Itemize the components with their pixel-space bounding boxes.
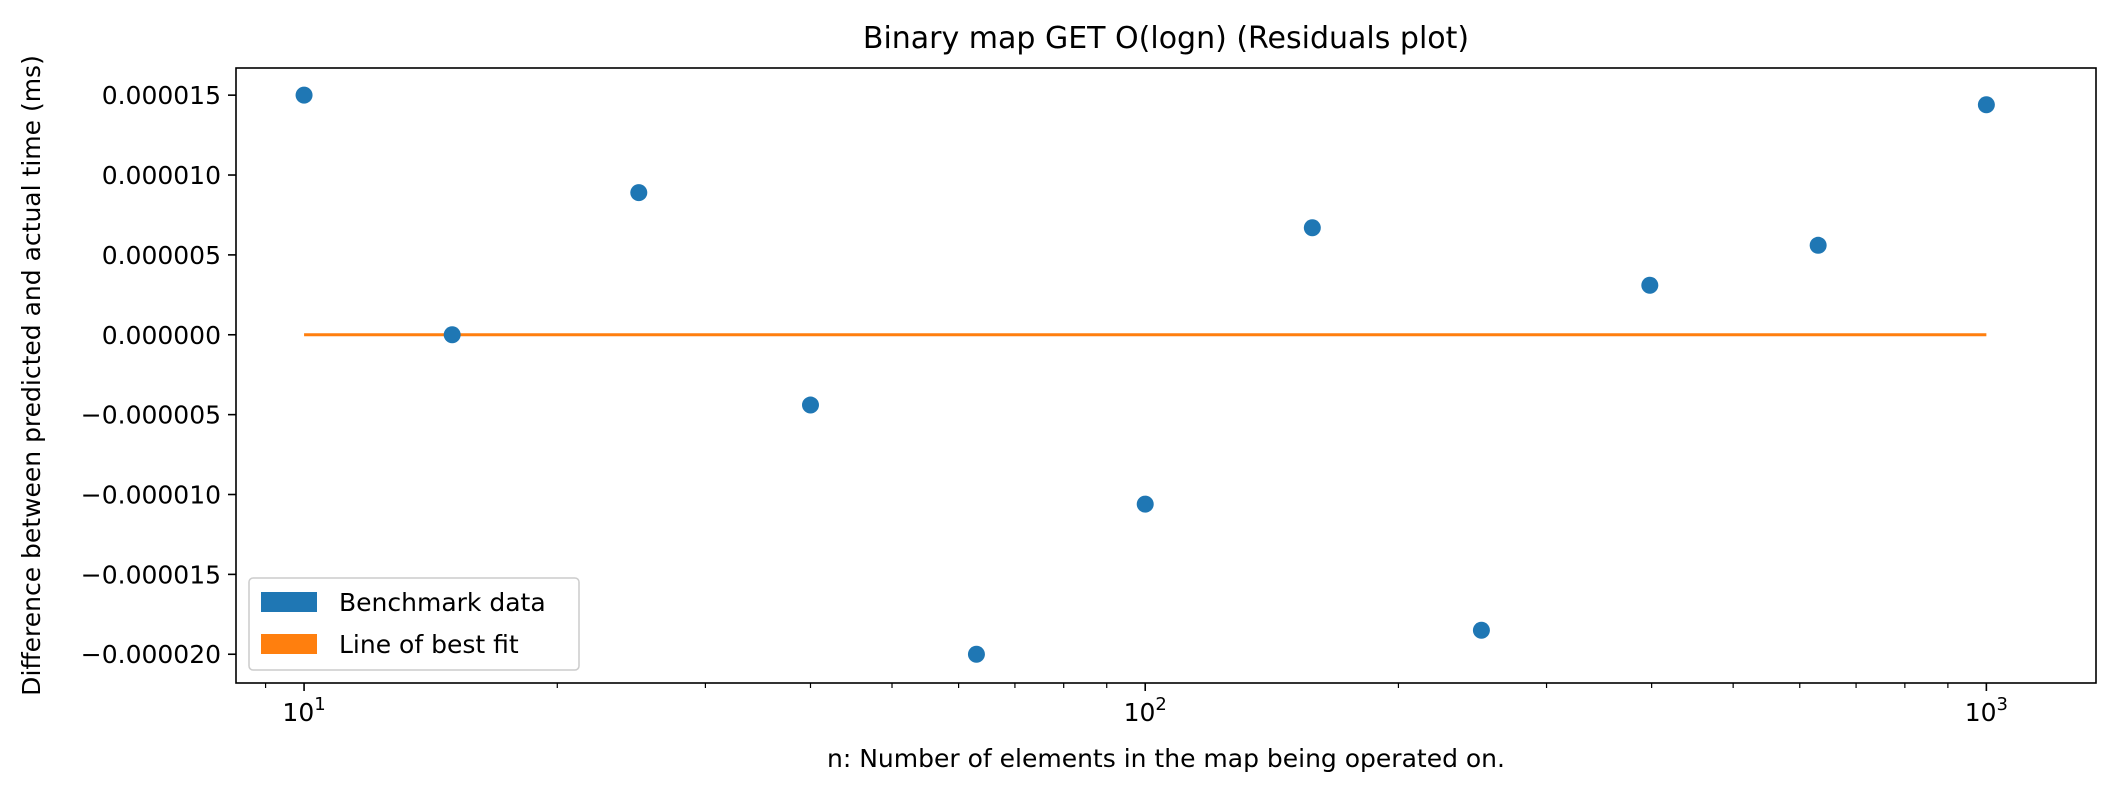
x-axis: 101 102 103 (264, 683, 2008, 727)
legend-swatch-fit (261, 634, 317, 654)
data-point (1136, 495, 1154, 513)
y-tick-label: −0.000005 (81, 401, 221, 430)
data-point (1303, 219, 1321, 237)
y-tick-label: −0.000010 (81, 481, 221, 510)
legend: Benchmark data Line of best fit (248, 577, 580, 671)
plot-area (295, 86, 1995, 663)
data-point (967, 645, 985, 663)
y-axis-label: Difference between predicted and actual … (17, 55, 46, 696)
data-point (630, 184, 648, 202)
data-point (1977, 96, 1995, 114)
x-tick-label: 102 (1124, 694, 1167, 727)
y-tick-label: 0.000005 (102, 241, 221, 270)
legend-swatch-benchmark (261, 592, 317, 612)
data-point (801, 396, 819, 414)
y-tick-label: 0.000000 (102, 321, 221, 350)
y-tick-label: 0.000015 (102, 81, 221, 110)
data-point (1472, 621, 1490, 639)
y-tick-label: −0.000015 (81, 560, 221, 589)
chart-title: Binary map GET O(logn) (Residuals plot) (863, 21, 1469, 56)
y-axis: 0.000015 0.000010 0.000005 0.000000 −0.00000… (81, 81, 236, 669)
data-point (295, 86, 313, 104)
y-tick-label: −0.000020 (81, 640, 221, 669)
legend-label-benchmark: Benchmark data (339, 588, 546, 617)
data-point (443, 326, 461, 344)
data-point (1641, 276, 1659, 294)
x-tick-label: 101 (282, 694, 325, 727)
x-axis-label: n: Number of elements in the map being o… (827, 744, 1505, 773)
legend-label-fit: Line of best fit (339, 630, 519, 659)
x-tick-label: 103 (1965, 694, 2008, 727)
legend-box (248, 577, 580, 671)
y-tick-label: 0.000010 (102, 161, 221, 190)
axes-frame (235, 67, 2097, 684)
data-point (1809, 236, 1827, 254)
